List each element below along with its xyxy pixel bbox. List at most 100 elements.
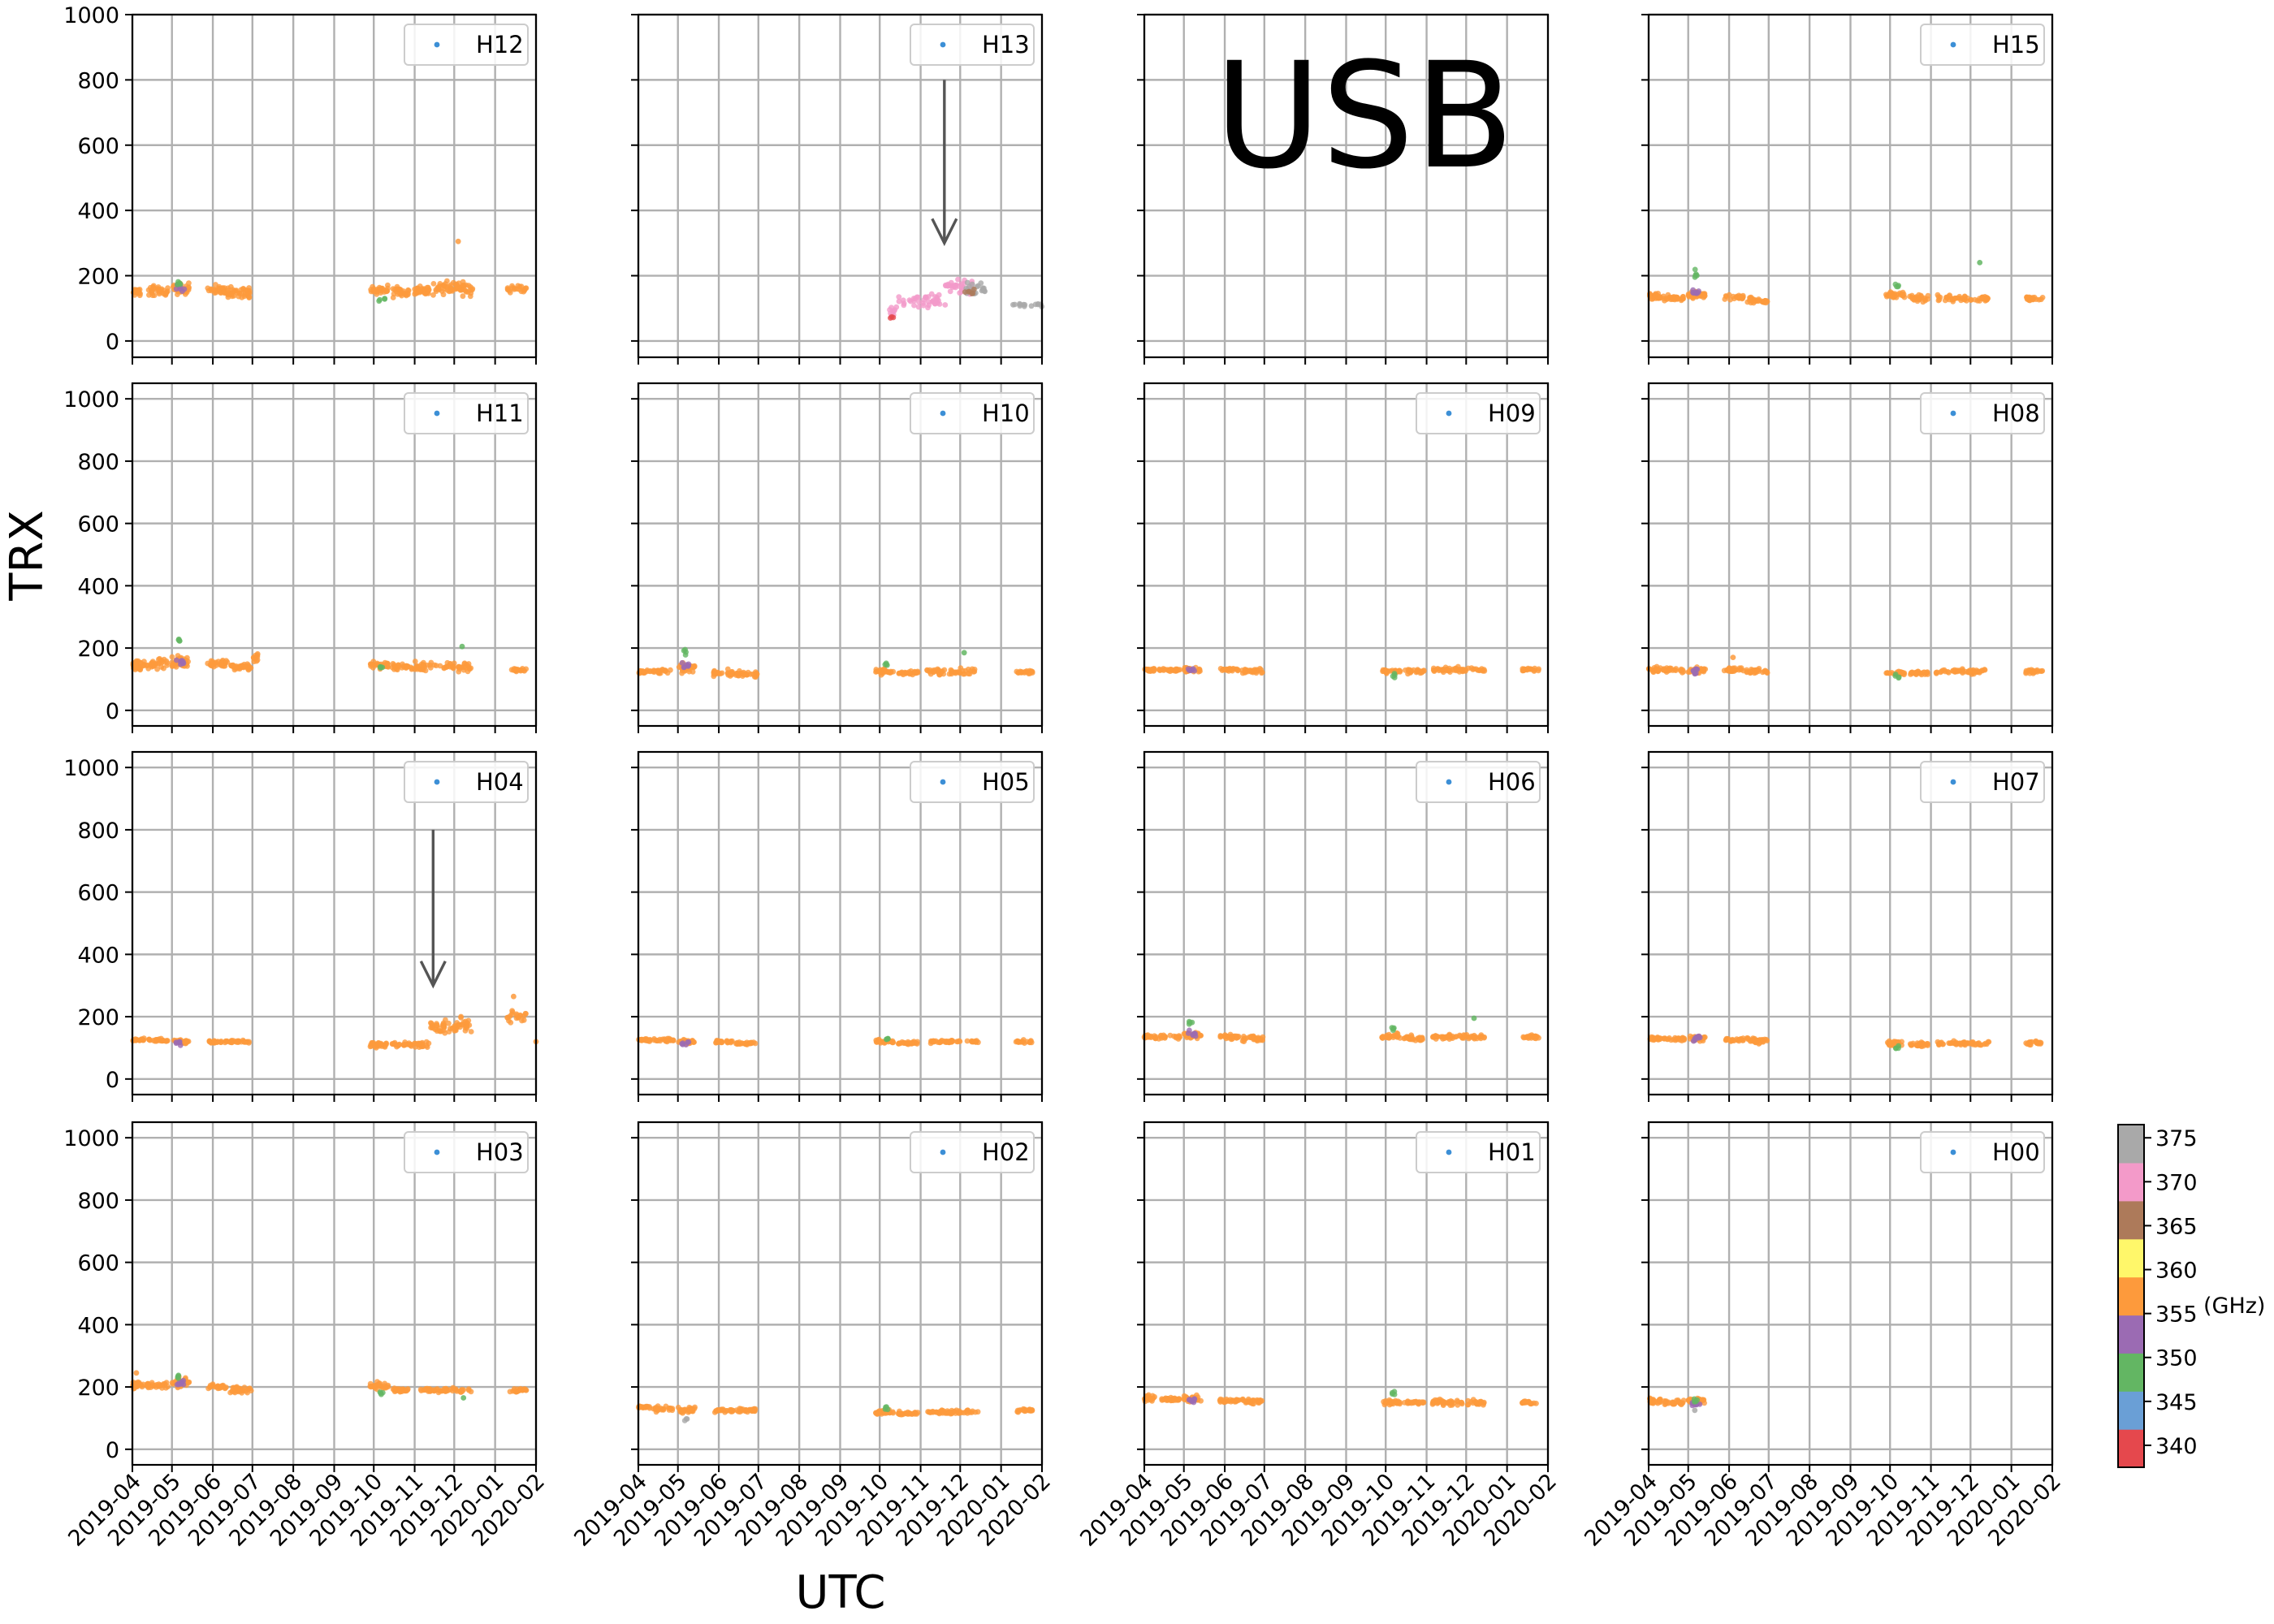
data-point	[953, 1039, 960, 1045]
data-point	[1219, 667, 1226, 673]
data-point	[1478, 1034, 1485, 1040]
y-tick-label: 200	[77, 637, 119, 662]
data-point	[1217, 1034, 1224, 1040]
data-point	[383, 1040, 389, 1047]
data-point	[156, 1384, 162, 1389]
legend-box	[404, 392, 529, 434]
data-point	[743, 672, 750, 677]
data-point	[1748, 669, 1753, 676]
data-point	[215, 659, 222, 664]
data-point	[223, 658, 229, 664]
data-point	[657, 667, 664, 674]
data-point	[1963, 1040, 1969, 1047]
data-point	[241, 1039, 248, 1045]
y-tick-label: 0	[106, 699, 119, 724]
data-point	[175, 279, 181, 285]
data-point	[1020, 1037, 1027, 1043]
legend: H04	[404, 761, 529, 803]
data-point	[728, 1408, 734, 1414]
data-point	[254, 650, 261, 657]
data-point	[391, 1387, 398, 1393]
y-tick-label: 800	[77, 450, 119, 475]
data-point	[150, 284, 156, 290]
colorbar-segment	[2118, 1391, 2144, 1430]
data-point	[914, 1039, 920, 1045]
data-point	[740, 1406, 746, 1412]
data-point	[898, 1411, 905, 1418]
data-point	[239, 294, 245, 300]
data-point	[670, 1038, 677, 1043]
data-point	[941, 667, 948, 673]
scatter-points	[130, 993, 539, 1051]
data-point	[666, 1407, 672, 1413]
data-point	[450, 1026, 456, 1031]
panel-h08: H08	[1641, 382, 2054, 733]
data-point	[378, 290, 384, 296]
y-tick-label: 800	[77, 818, 119, 844]
data-point	[1982, 667, 1988, 672]
data-point	[149, 659, 156, 666]
data-point	[507, 1389, 513, 1395]
data-point	[1730, 654, 1736, 660]
colorbar-unit-label: (GHz)	[2203, 1294, 2265, 1319]
data-point	[427, 662, 433, 668]
data-point	[734, 671, 741, 677]
data-point	[1935, 1039, 1941, 1045]
legend-box	[1416, 761, 1541, 803]
data-point	[175, 1372, 182, 1379]
scatter-points	[1647, 1033, 2044, 1052]
y-tick-label: 0	[106, 1438, 119, 1463]
data-point	[1701, 293, 1708, 300]
data-point	[407, 1042, 413, 1047]
data-point	[717, 671, 724, 677]
data-point	[370, 664, 376, 671]
data-point	[935, 666, 940, 672]
data-point	[964, 279, 971, 286]
data-point	[1459, 667, 1465, 673]
panel-h15: H15	[1641, 13, 2054, 365]
legend-label: H02	[982, 1138, 1030, 1166]
data-point	[1151, 666, 1156, 672]
legend-box	[910, 24, 1035, 66]
data-point	[1893, 294, 1900, 300]
data-point	[376, 284, 383, 291]
data-point	[946, 1410, 953, 1415]
data-point	[911, 302, 917, 309]
data-point	[440, 1027, 447, 1034]
data-point	[446, 1020, 452, 1026]
data-point	[1692, 266, 1698, 273]
data-point	[1455, 1402, 1461, 1408]
data-point	[896, 670, 902, 676]
data-point	[236, 1039, 241, 1044]
data-point	[955, 669, 962, 676]
x-axis-label: UTC	[795, 1566, 885, 1619]
data-point	[685, 661, 692, 667]
data-point	[1886, 1041, 1892, 1047]
data-point	[691, 1406, 698, 1412]
data-point	[377, 1389, 383, 1395]
legend-box	[1920, 392, 2045, 434]
data-point	[916, 299, 922, 305]
data-point	[240, 1387, 247, 1393]
data-point	[927, 668, 933, 675]
legend: H11	[404, 392, 529, 434]
data-point	[1665, 1400, 1671, 1406]
colorbar-frame	[2117, 1124, 2145, 1468]
legend-box	[910, 1131, 1035, 1173]
annotation-arrow-head	[931, 218, 958, 247]
data-point	[175, 636, 182, 642]
data-point	[928, 291, 935, 297]
data-point	[1701, 667, 1706, 672]
data-point	[508, 1020, 514, 1026]
data-point	[523, 1387, 529, 1393]
data-point	[679, 659, 685, 666]
data-point	[462, 1018, 469, 1025]
data-point	[1437, 1399, 1444, 1406]
colorbar-segment	[2118, 1276, 2144, 1316]
y-tick-label: 1000	[63, 1126, 119, 1151]
data-point	[1459, 1399, 1465, 1406]
colorbar: 340 345 350 355 360 365 370 375 (GHz)	[2117, 1124, 2265, 1468]
data-point	[443, 664, 449, 671]
data-point	[972, 1409, 979, 1415]
legend-marker	[940, 1149, 946, 1155]
